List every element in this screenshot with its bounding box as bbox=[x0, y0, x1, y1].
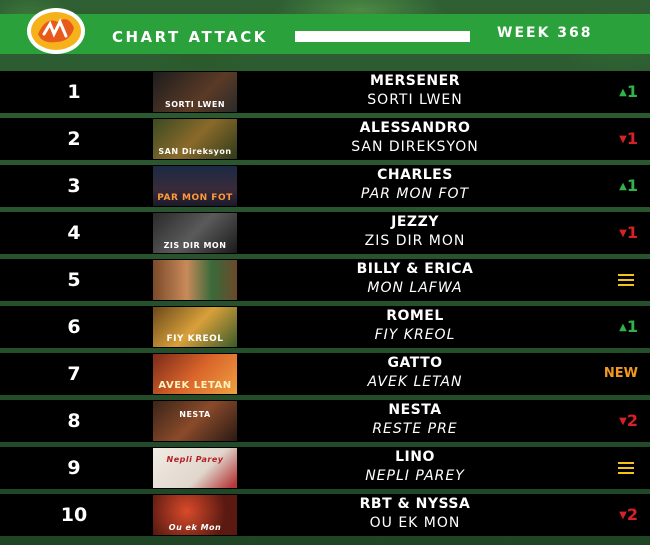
arrow-up-icon: ▲ bbox=[619, 181, 627, 192]
new-entry-badge: NEW bbox=[603, 366, 638, 381]
artist-name: ROMEL bbox=[386, 308, 444, 324]
cover-thumbnail[interactable]: Nepli Parey bbox=[153, 448, 237, 488]
rank-number: 3 bbox=[67, 175, 81, 197]
thumbnail-caption: AVEK LETAN bbox=[158, 380, 232, 391]
rank-number: 1 bbox=[67, 81, 81, 103]
thumbnail-caption: Nepli Parey bbox=[166, 455, 224, 464]
thumbnail-caption: NESTA bbox=[179, 410, 211, 419]
arrow-down-icon: ▼ bbox=[619, 228, 627, 239]
cover-thumbnail[interactable]: SAN Direksyon bbox=[153, 119, 237, 159]
artist-name: LINO bbox=[395, 449, 435, 465]
rank-number: 4 bbox=[67, 222, 81, 244]
song-title: SORTI LWEN bbox=[367, 92, 463, 108]
rank-change: ▲1 bbox=[619, 317, 638, 336]
rank-change: ▼1 bbox=[619, 223, 638, 242]
rank-number: 2 bbox=[67, 128, 81, 150]
song-title: ZIS DIR MON bbox=[364, 233, 466, 249]
artist-name: MERSENER bbox=[370, 73, 460, 89]
rank-number: 7 bbox=[67, 363, 81, 385]
week-label: WEEK 368 bbox=[497, 25, 593, 41]
arrow-down-icon: ▼ bbox=[619, 510, 627, 521]
rank-change: ▼2 bbox=[619, 411, 638, 430]
artist-name: NESTA bbox=[388, 402, 442, 418]
rank-number: 10 bbox=[60, 504, 88, 526]
cover-thumbnail[interactable]: ZIS DIR MON bbox=[153, 213, 237, 253]
thumbnail-caption: FIY KREOL bbox=[166, 334, 224, 344]
thumbnail-caption: SAN Direksyon bbox=[158, 147, 232, 156]
thumbnail-caption: Ou ek Mon bbox=[168, 523, 222, 532]
cover-thumbnail[interactable]: FIY KREOL bbox=[153, 307, 237, 347]
song-title: OU EK MON bbox=[369, 515, 461, 531]
rank-number: 6 bbox=[67, 316, 81, 338]
rank-number: 5 bbox=[67, 269, 81, 291]
logo-icon bbox=[27, 8, 85, 54]
title-underline-bar bbox=[295, 31, 470, 42]
song-title: MON LAFWA bbox=[367, 280, 463, 296]
arrow-up-icon: ▲ bbox=[619, 322, 627, 333]
artist-name: GATTO bbox=[387, 355, 443, 371]
no-change-icon bbox=[618, 462, 634, 474]
rank-change: ▼1 bbox=[619, 129, 638, 148]
song-title: RESTE PRE bbox=[372, 421, 458, 437]
cover-thumbnail[interactable] bbox=[153, 260, 237, 300]
artist-name: CHARLES bbox=[377, 167, 453, 183]
thumbnail-caption: SORTI LWEN bbox=[164, 100, 226, 109]
chart-row[interactable]: 8 NESTA NESTA RESTE PRE ▼2 bbox=[0, 400, 650, 442]
chart-row[interactable]: 7 AVEK LETAN GATTO AVEK LETAN NEW bbox=[0, 353, 650, 395]
rank-change: ▼2 bbox=[619, 505, 638, 524]
chart-row[interactable]: 1 SORTI LWEN MERSENER SORTI LWEN ▲1 bbox=[0, 71, 650, 113]
song-title: SAN DIREKSYON bbox=[351, 139, 479, 155]
song-title: FIY KREOL bbox=[374, 327, 456, 343]
arrow-up-icon: ▲ bbox=[619, 87, 627, 98]
artist-name: ALESSANDRO bbox=[359, 120, 471, 136]
chart-row[interactable]: 4 ZIS DIR MON JEZZY ZIS DIR MON ▼1 bbox=[0, 212, 650, 254]
arrow-down-icon: ▼ bbox=[619, 416, 627, 427]
chart-row[interactable]: 3 PAR MON FOT CHARLES PAR MON FOT ▲1 bbox=[0, 165, 650, 207]
cover-thumbnail[interactable]: Ou ek Mon bbox=[153, 495, 237, 535]
chart-row[interactable]: 10 Ou ek Mon RBT & NYSSA OU EK MON ▼2 bbox=[0, 494, 650, 536]
thumbnail-caption: ZIS DIR MON bbox=[163, 241, 227, 250]
rank-number: 9 bbox=[67, 457, 81, 479]
rank-change: ▲1 bbox=[619, 176, 638, 195]
rank-change: ▲1 bbox=[619, 82, 638, 101]
cover-thumbnail[interactable]: AVEK LETAN bbox=[153, 354, 237, 394]
cover-thumbnail[interactable]: NESTA bbox=[153, 401, 237, 441]
chart-row[interactable]: 5 BILLY & ERICA MON LAFWA bbox=[0, 259, 650, 301]
song-title: PAR MON FOT bbox=[360, 186, 470, 202]
chart-row[interactable]: 6 FIY KREOL ROMEL FIY KREOL ▲1 bbox=[0, 306, 650, 348]
song-title: NEPLI PAREY bbox=[365, 468, 465, 484]
song-title: AVEK LETAN bbox=[367, 374, 463, 390]
chart-row[interactable]: 2 SAN Direksyon ALESSANDRO SAN DIREKSYON… bbox=[0, 118, 650, 160]
chart-row[interactable]: 9 Nepli Parey LINO NEPLI PAREY bbox=[0, 447, 650, 489]
arrow-down-icon: ▼ bbox=[619, 134, 627, 145]
thumbnail-caption: PAR MON FOT bbox=[157, 193, 233, 203]
artist-name: RBT & NYSSA bbox=[359, 496, 471, 512]
artist-name: JEZZY bbox=[391, 214, 439, 230]
cover-thumbnail[interactable]: SORTI LWEN bbox=[153, 72, 237, 112]
artist-name: BILLY & ERICA bbox=[356, 261, 474, 277]
page-title: CHART ATTACK bbox=[112, 28, 268, 46]
no-change-icon bbox=[618, 274, 634, 286]
cover-thumbnail[interactable]: PAR MON FOT bbox=[153, 166, 237, 206]
rank-number: 8 bbox=[67, 410, 81, 432]
